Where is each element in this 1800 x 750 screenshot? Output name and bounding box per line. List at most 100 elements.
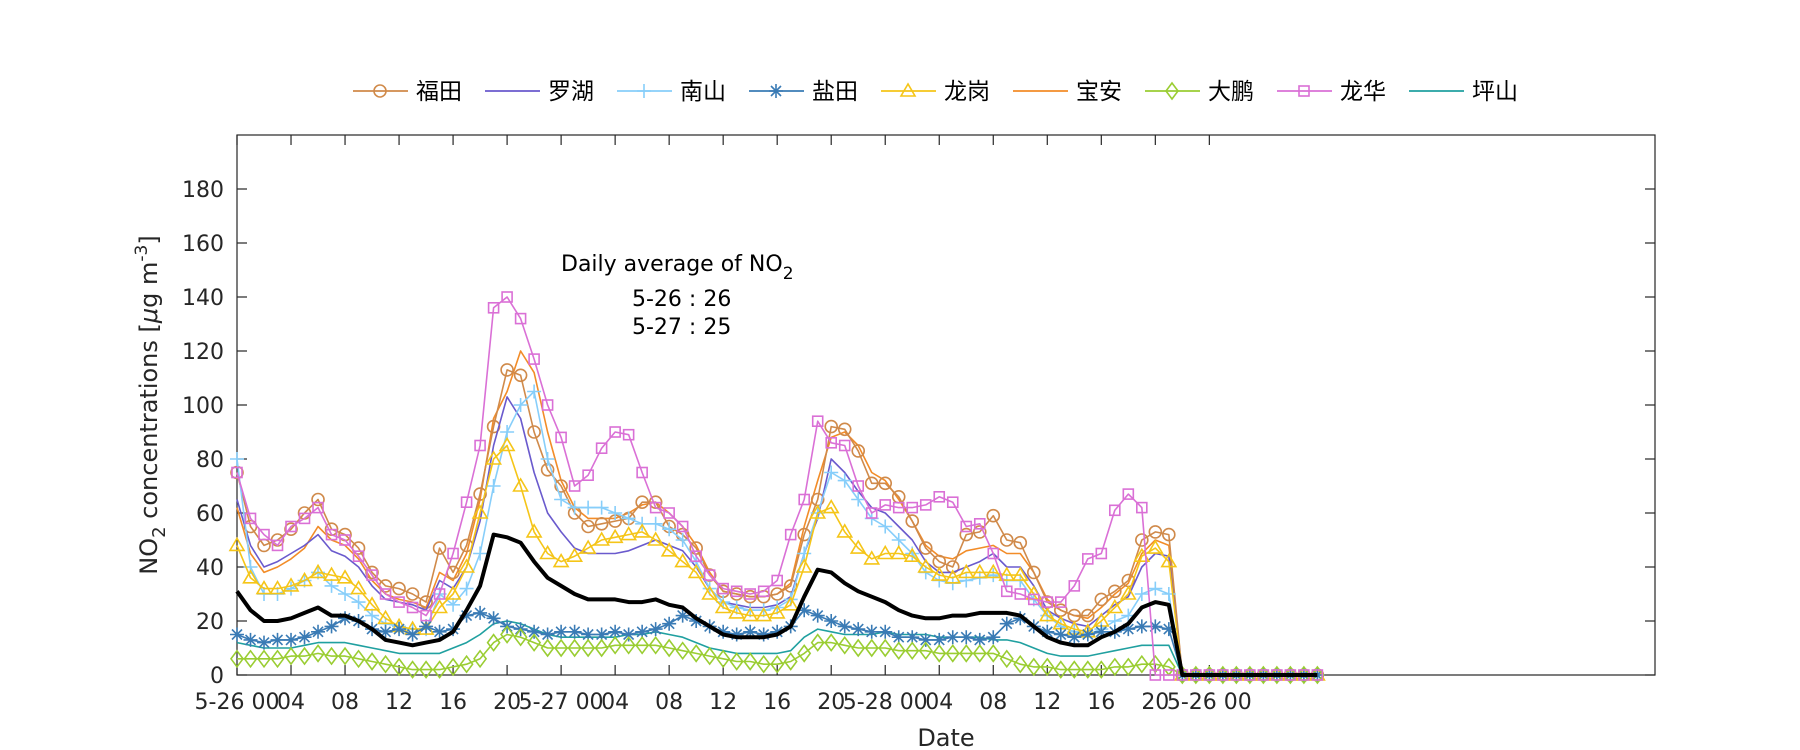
data-point — [393, 596, 405, 608]
data-point — [606, 528, 624, 544]
data-point — [798, 493, 811, 506]
data-point — [849, 539, 867, 554]
data-point — [269, 580, 286, 595]
data-point — [648, 516, 663, 531]
data-point — [851, 492, 866, 507]
data-point — [432, 624, 447, 639]
data-point — [1041, 596, 1054, 608]
data-point — [690, 550, 702, 563]
data-point — [1148, 581, 1163, 596]
data-point — [957, 563, 975, 579]
legend-label: 龙岗 — [944, 79, 990, 105]
data-point — [594, 500, 609, 515]
legend-item-5: 龙岗 — [881, 79, 990, 105]
data-point — [309, 563, 327, 579]
data-point — [230, 465, 244, 480]
data-point — [864, 476, 879, 491]
data-point — [392, 622, 407, 637]
data-point — [797, 644, 812, 663]
data-point — [795, 558, 813, 573]
data-point — [865, 507, 878, 519]
data-point — [1067, 660, 1082, 679]
data-point — [539, 544, 557, 560]
data-point — [663, 507, 675, 519]
data-point — [891, 630, 906, 645]
data-point — [474, 439, 486, 452]
data-point — [662, 638, 677, 658]
data-point — [540, 638, 555, 658]
x-tick-label: 5-26 00 — [195, 690, 280, 715]
legend-marker — [1298, 85, 1310, 97]
data-point — [432, 660, 447, 679]
data-point — [647, 531, 665, 546]
data-point — [851, 622, 866, 637]
data-point — [377, 609, 394, 625]
data-point — [1134, 587, 1149, 601]
data-point — [581, 500, 596, 515]
data-point — [729, 627, 744, 642]
y-tick-label: 120 — [182, 340, 224, 365]
data-point — [447, 547, 459, 560]
data-point — [471, 504, 489, 519]
data-point — [242, 569, 259, 584]
data-point — [986, 630, 1001, 645]
data-point — [986, 568, 1001, 583]
data-point — [1283, 665, 1298, 685]
data-point — [878, 638, 893, 658]
x-tick-label: 08 — [655, 690, 683, 715]
legend-label: 罗湖 — [548, 79, 594, 105]
data-point — [608, 635, 623, 655]
series-9 — [236, 620, 1318, 676]
data-point — [351, 595, 366, 610]
data-point — [972, 632, 987, 647]
data-point — [945, 644, 960, 663]
data-point — [782, 596, 800, 611]
data-point — [528, 353, 540, 365]
data-point — [555, 431, 567, 444]
data-point — [918, 541, 933, 555]
data-point — [892, 501, 905, 514]
data-point — [944, 569, 962, 584]
data-point — [960, 520, 973, 533]
data-point — [1161, 622, 1176, 637]
data-point — [660, 542, 678, 557]
data-point — [568, 480, 581, 492]
legend-label: 南山 — [680, 79, 726, 105]
x-tick-label: 08 — [979, 690, 1007, 715]
data-point — [514, 312, 527, 325]
legend-item-9: 坪山 — [1409, 79, 1518, 105]
data-point — [594, 516, 609, 531]
data-point — [473, 649, 488, 669]
data-point — [701, 585, 719, 600]
data-point — [1094, 624, 1109, 639]
data-point — [608, 506, 623, 520]
legend-item-1: 福田 — [353, 79, 462, 105]
data-point — [622, 428, 635, 441]
data-point — [1068, 580, 1081, 592]
data-point — [824, 614, 839, 628]
data-point — [297, 630, 312, 645]
data-point — [824, 419, 839, 434]
data-point — [228, 536, 246, 552]
legend-label: 福田 — [416, 79, 462, 105]
data-point — [714, 598, 732, 614]
data-point — [608, 624, 623, 639]
data-point — [554, 492, 569, 507]
data-point — [581, 638, 596, 658]
data-point — [771, 574, 783, 587]
data-point — [728, 604, 746, 619]
data-point — [825, 436, 838, 449]
data-point — [1026, 565, 1041, 580]
data-point — [620, 526, 638, 541]
legend-label: 盐田 — [812, 79, 858, 105]
data-point — [987, 547, 1000, 560]
data-point — [431, 598, 448, 614]
data-point — [458, 558, 475, 573]
data-point — [919, 499, 932, 511]
data-point — [243, 632, 258, 647]
data-point — [594, 638, 609, 658]
data-point — [1122, 488, 1135, 500]
data-point — [1109, 504, 1121, 517]
data-point — [230, 452, 244, 466]
data-point — [905, 630, 920, 645]
